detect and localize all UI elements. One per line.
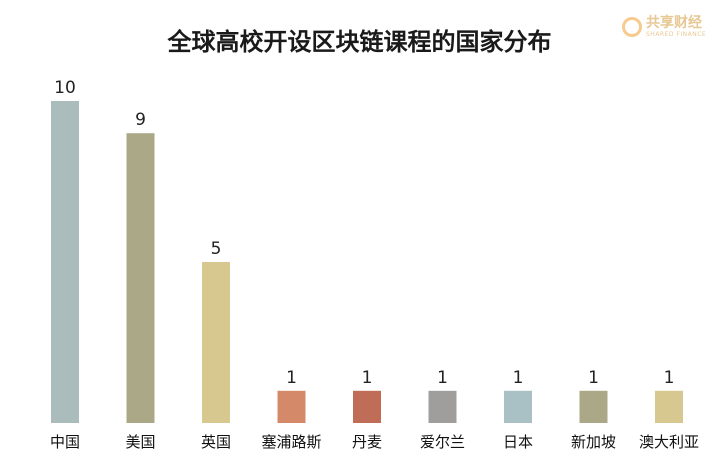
bar-value-label-1: 9 xyxy=(135,110,146,130)
bar-6 xyxy=(504,390,532,423)
watermark-text-cn: 共享财经 xyxy=(646,15,702,31)
bar-value-label-5: 1 xyxy=(437,368,448,388)
bar-4 xyxy=(353,390,381,423)
bar-value-label-0: 10 xyxy=(54,78,76,98)
logo-icon xyxy=(622,17,642,37)
chart-title: 全球高校开设区块链课程的国家分布 xyxy=(167,28,552,56)
category-label-4: 丹麦 xyxy=(352,433,382,451)
bar-value-label-8: 1 xyxy=(664,368,675,388)
bar-7 xyxy=(579,390,608,423)
bar-1 xyxy=(126,133,155,423)
bar-value-label-7: 1 xyxy=(588,368,599,388)
bar-0 xyxy=(51,101,79,423)
bar-value-label-4: 1 xyxy=(362,368,373,388)
bar-5 xyxy=(428,390,457,423)
category-label-0: 中国 xyxy=(50,433,80,451)
bar-value-label-6: 1 xyxy=(513,368,524,388)
bar-2 xyxy=(202,262,230,423)
category-label-2: 英国 xyxy=(201,433,231,451)
watermark-logo: 共享财经 SHARED FINANCE xyxy=(622,16,706,38)
category-label-1: 美国 xyxy=(125,433,155,451)
bar-8 xyxy=(655,390,683,423)
category-label-8: 澳大利亚 xyxy=(639,433,699,451)
category-label-3: 塞浦路斯 xyxy=(261,433,321,451)
category-label-5: 爱尔兰 xyxy=(420,433,465,451)
bar-value-label-3: 1 xyxy=(286,368,297,388)
bar-value-label-2: 5 xyxy=(211,239,222,259)
category-label-7: 新加坡 xyxy=(571,433,616,451)
watermark-text-en: SHARED FINANCE xyxy=(646,31,707,38)
category-label-6: 日本 xyxy=(503,433,533,451)
bar-3 xyxy=(277,390,306,423)
